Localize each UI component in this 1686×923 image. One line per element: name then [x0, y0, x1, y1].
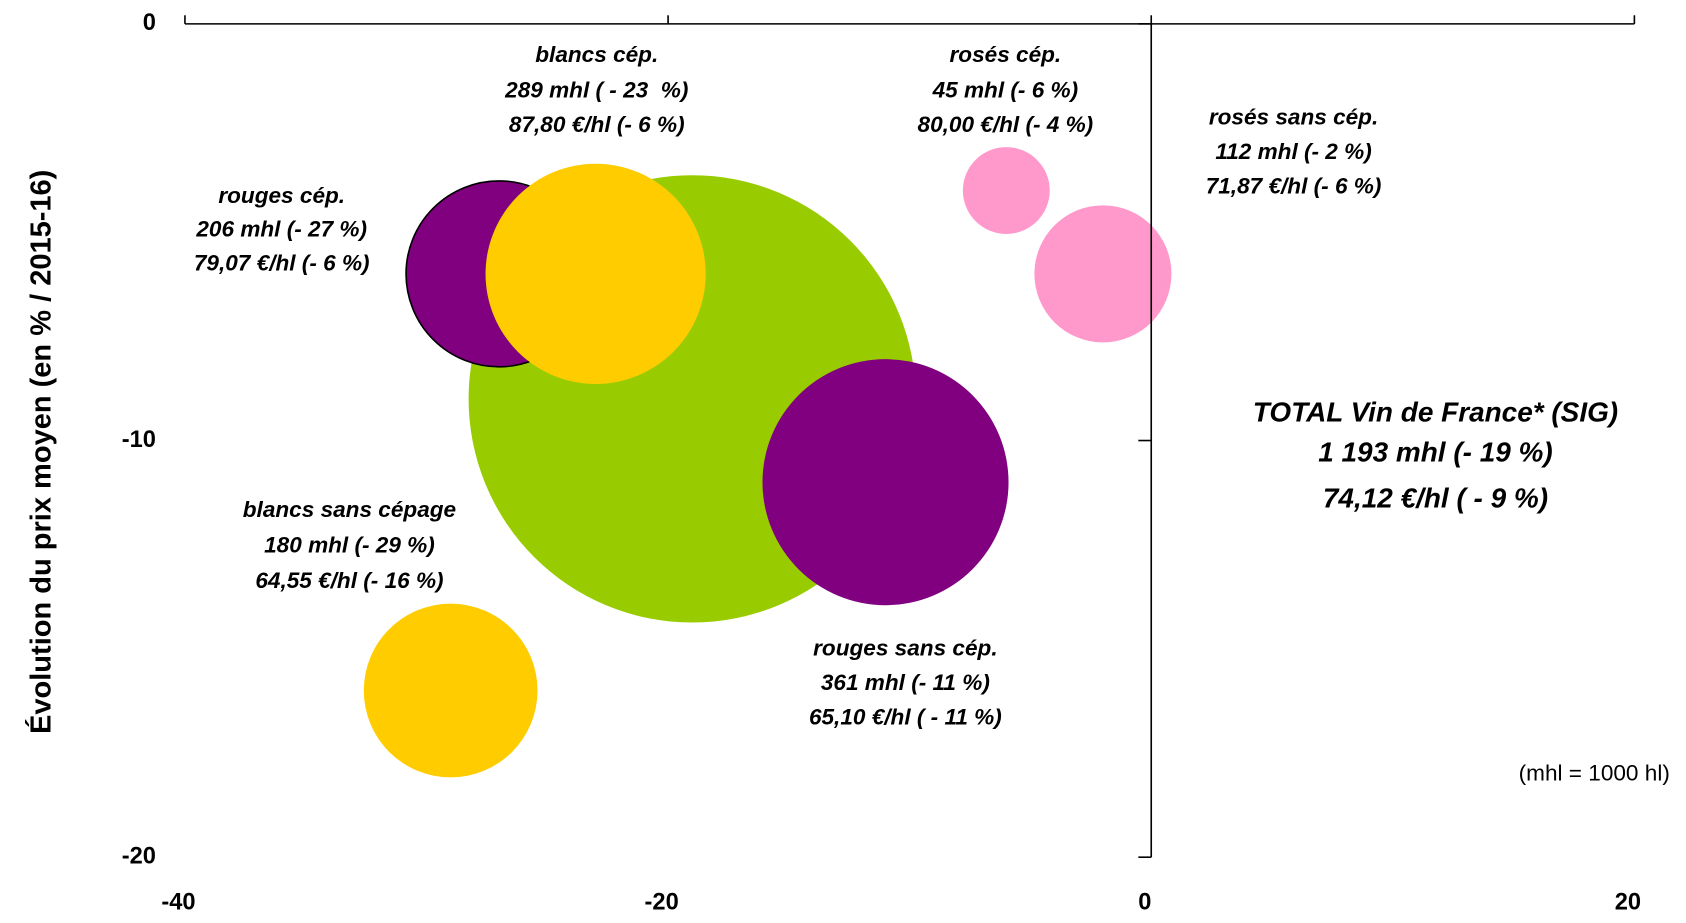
note: (mhl = 1000 hl)	[1519, 760, 1670, 785]
y-tick-label: -20	[122, 843, 156, 869]
x-tick-label: -20	[645, 890, 679, 916]
bubble	[1034, 205, 1172, 343]
bubble-label: 180 mhl (- 29 %)	[264, 532, 435, 557]
x-tick-label: -40	[161, 890, 195, 916]
bubble-label: rouges cép.	[218, 183, 345, 208]
x-tick-label: 0	[1138, 890, 1151, 916]
bubble	[762, 359, 1009, 606]
bubble-label: blancs cép.	[535, 42, 658, 67]
x-tick-label: 20	[1615, 890, 1641, 916]
bubble-label: 289 mhl ( - 23 %)	[504, 78, 688, 103]
bubble-label: 79,07 €/hl (- 6 %)	[194, 251, 370, 276]
bubble-label: rosés cép.	[950, 42, 1062, 67]
bubble-label: rosés sans cép.	[1209, 104, 1378, 129]
bubble-label: 65,10 €/hl ( - 11 %)	[809, 704, 1002, 729]
y-tick-label: 0	[143, 10, 156, 36]
bubble-label: 206 mhl (- 27 %)	[195, 216, 367, 241]
bubble-label: 1 193 mhl (- 19 %)	[1318, 436, 1552, 467]
y-tick-label: -10	[122, 427, 156, 453]
bubble-label: 361 mhl (- 11 %)	[821, 670, 990, 695]
bubble-label: blancs sans cépage	[243, 497, 456, 522]
bubble-label: 87,80 €/hl (- 6 %)	[509, 112, 685, 137]
bubble-label: 64,55 €/hl (- 16 %)	[255, 568, 443, 593]
bubble-label: 80,00 €/hl (- 4 %)	[918, 112, 1094, 137]
bubble-label: rouges sans cép.	[813, 636, 997, 661]
bubble	[485, 163, 706, 384]
bubble-label: TOTAL Vin de France* (SIG)	[1253, 397, 1618, 428]
y-axis-label: Évolution du prix moyen (en % / 2015-16)	[24, 170, 58, 734]
bubble-label: 112 mhl (- 2 %)	[1215, 139, 1371, 164]
bubble	[962, 147, 1050, 234]
bubble-label: 45 mhl (- 6 %)	[932, 78, 1079, 103]
bubble-label: 71,87 €/hl (- 6 %)	[1206, 173, 1382, 198]
bubble	[363, 603, 538, 778]
bubble-label: 74,12 €/hl ( - 9 %)	[1323, 483, 1548, 514]
